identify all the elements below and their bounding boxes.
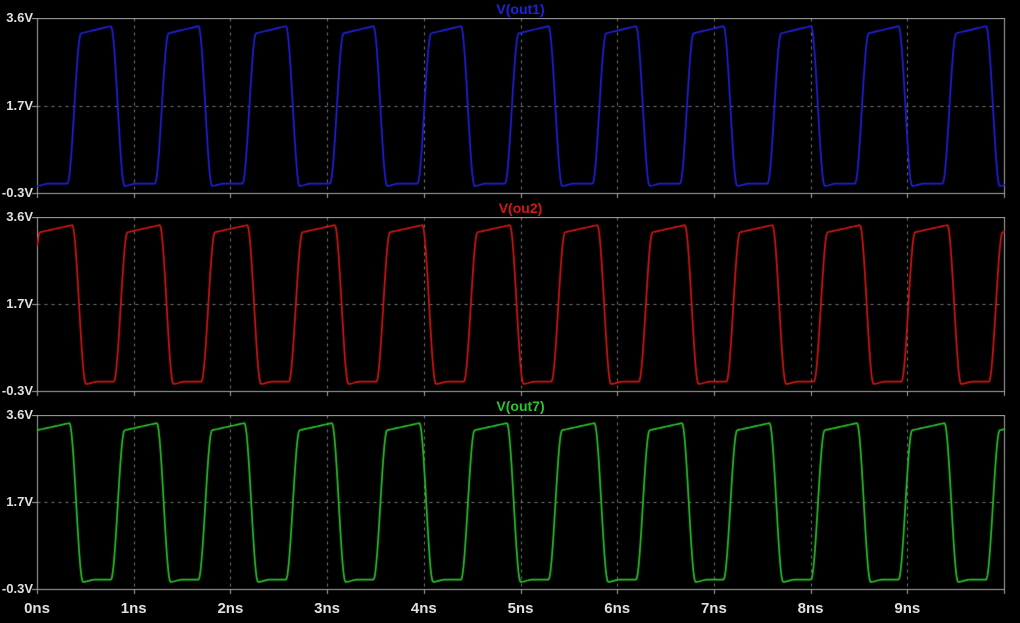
x-axis-tick-label: 1ns [120,600,147,617]
y-axis-tick-label: -0.3V [1,185,33,200]
x-axis-tick-label: 5ns [507,600,534,617]
x-axis-tick-label: 9ns [894,600,921,617]
y-axis-tick-label: 1.7V [6,97,33,113]
y-axis-tick-label: 1.7V [6,494,33,509]
trace-label-out1[interactable]: V(out1) [496,1,545,17]
y-axis-tick-label: 1.7V [6,296,33,311]
y-axis-tick-label: 3.6V [6,10,33,25]
y-axis-tick-label: -0.3V [1,581,33,596]
x-axis-tick-label: 8ns [797,600,824,617]
x-axis-tick-label: 0ns [24,600,50,617]
y-axis-tick-label: -0.3V [1,383,33,398]
x-axis-tick-label: 4ns [410,600,437,617]
x-axis-tick-label: 6ns [604,600,631,617]
y-axis-tick-label: 3.6V [6,407,33,422]
waveform-plot-ou2[interactable] [31,217,1011,399]
trace-label-ou2[interactable]: V(ou2) [498,200,543,216]
trace-label-out7[interactable]: V(out7) [496,398,545,414]
x-axis-tick-label: 2ns [217,600,244,617]
y-axis-tick-label: 3.6V [6,209,33,224]
x-axis-tick-label: 3ns [314,600,341,617]
x-axis-tick-label: 7ns [700,600,727,617]
waveform-plot-out1[interactable] [31,18,1011,201]
waveform-plot-out7[interactable] [31,415,1011,597]
